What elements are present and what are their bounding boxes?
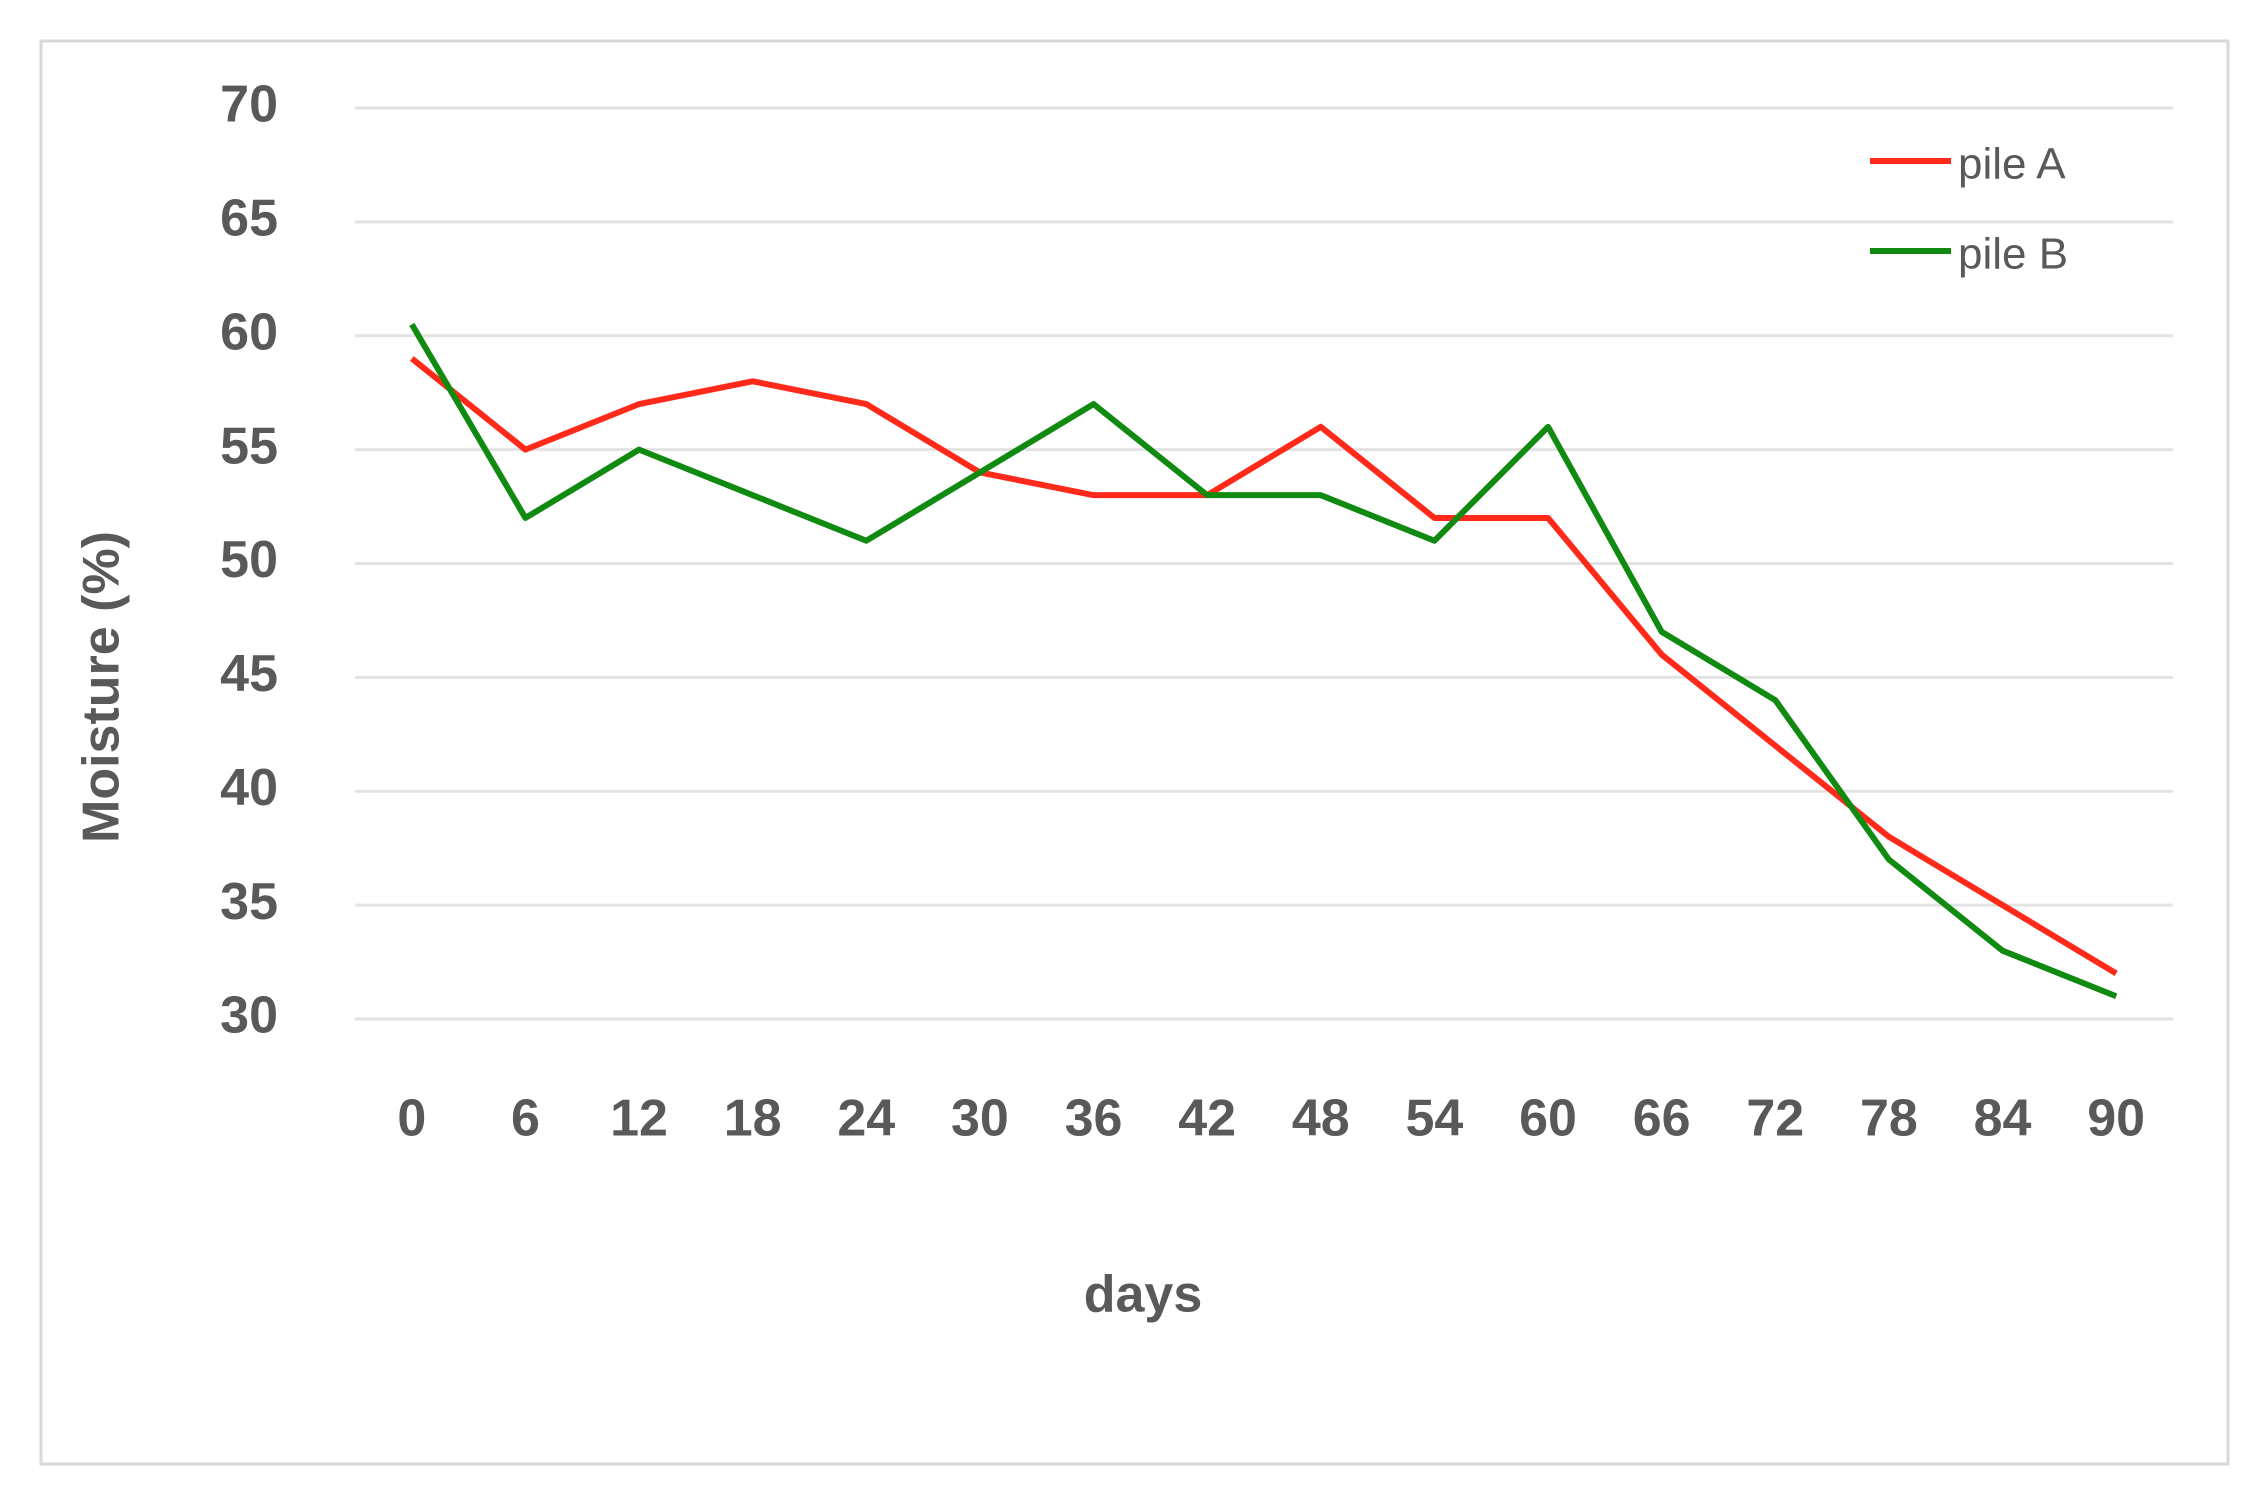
x-axis-title: days [1084, 1266, 1203, 1324]
x-tick-label: 42 [1178, 1090, 1236, 1148]
x-tick-label: 54 [1406, 1090, 1464, 1148]
chart-frame [39, 39, 2230, 1466]
legend-label: pile B [1958, 230, 2068, 279]
x-tick-label: 78 [1860, 1090, 1918, 1148]
x-tick-label: 18 [724, 1090, 782, 1148]
x-tick-label: 72 [1746, 1090, 1804, 1148]
x-tick-label: 66 [1633, 1090, 1691, 1148]
x-tick-label: 48 [1292, 1090, 1350, 1148]
y-tick-label: 65 [220, 190, 278, 248]
x-tick-label: 24 [837, 1090, 895, 1148]
x-tick-label: 60 [1519, 1090, 1577, 1148]
y-tick-label: 35 [220, 873, 278, 931]
legend-label: pile A [1958, 140, 2066, 189]
x-tick-label: 84 [1974, 1090, 2032, 1148]
x-tick-label: 90 [2087, 1090, 2145, 1148]
y-tick-label: 60 [220, 303, 278, 361]
y-axis-title: Moisture (%) [73, 531, 131, 843]
y-tick-label: 45 [220, 645, 278, 703]
x-tick-label: 36 [1065, 1090, 1123, 1148]
x-tick-label: 30 [951, 1090, 1009, 1148]
y-tick-label: 40 [220, 759, 278, 817]
y-tick-label: 30 [220, 987, 278, 1045]
y-tick-label: 55 [220, 417, 278, 475]
y-tick-label: 70 [220, 76, 278, 134]
line-series [409, 356, 2118, 977]
line-series [409, 322, 2118, 1000]
x-tick-label: 0 [397, 1090, 426, 1148]
x-tick-label: 6 [511, 1090, 540, 1148]
x-tick-label: 12 [610, 1090, 668, 1148]
y-tick-label: 50 [220, 531, 278, 589]
